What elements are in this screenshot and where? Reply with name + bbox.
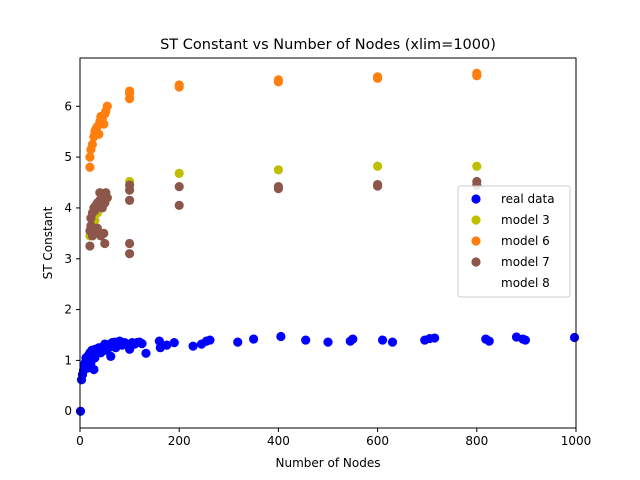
x-tick-label: 0 — [76, 434, 84, 448]
point-model-7 — [373, 179, 383, 190]
point-model-6 — [472, 68, 482, 78]
y-tick-label: 4 — [64, 201, 72, 215]
axes-frame — [79, 57, 577, 429]
point-model-6 — [85, 152, 95, 162]
point-model-3 — [174, 168, 184, 178]
point-real-data — [205, 335, 215, 345]
point-real-data — [323, 337, 333, 347]
point-model-3 — [472, 161, 482, 171]
point-real-data — [89, 364, 99, 375]
point-real-data — [569, 332, 580, 343]
point-real-data — [387, 337, 398, 347]
point-real-data — [276, 331, 286, 342]
x-tick-label: 600 — [366, 434, 389, 448]
point-model-6 — [102, 101, 112, 111]
x-axis-label: Number of Nodes — [276, 456, 381, 470]
point-real-data — [188, 341, 198, 351]
legend-label: model 6 — [501, 234, 550, 248]
y-tick-label: 1 — [64, 353, 72, 367]
point-model-6 — [125, 86, 135, 96]
point-model-7 — [125, 249, 135, 259]
point-real-data — [377, 335, 388, 345]
point-model-7 — [472, 176, 482, 187]
point-model-7 — [100, 238, 110, 249]
legend-label: model 8 — [501, 276, 550, 290]
point-real-data — [141, 348, 151, 358]
point-model-6 — [99, 119, 109, 129]
point-model-7 — [125, 195, 135, 205]
y-tick-label: 0 — [64, 404, 72, 418]
legend-marker — [471, 215, 481, 225]
legend-marker — [471, 278, 481, 288]
legend-label: real data — [501, 192, 555, 206]
point-real-data — [430, 333, 440, 343]
point-real-data — [106, 351, 116, 361]
y-tick-label: 2 — [64, 303, 72, 317]
y-tick-label: 6 — [64, 99, 72, 113]
point-model-6 — [94, 129, 104, 139]
point-model-7 — [125, 180, 135, 190]
point-model-7 — [174, 181, 184, 192]
point-real-data — [520, 335, 531, 345]
point-model-6 — [87, 139, 97, 149]
point-model-7 — [102, 193, 112, 203]
point-model-7 — [99, 228, 109, 238]
point-model-3 — [273, 165, 283, 175]
legend-marker — [471, 194, 481, 204]
legend-label: model 3 — [501, 213, 550, 227]
point-model-6 — [85, 162, 95, 172]
chart-title: ST Constant vs Number of Nodes (xlim=100… — [160, 37, 496, 53]
point-model-6 — [174, 80, 184, 90]
data-points — [75, 68, 580, 416]
point-model-6 — [273, 75, 283, 85]
point-real-data — [249, 334, 259, 344]
y-tick-label: 5 — [64, 150, 72, 164]
point-real-data — [162, 340, 172, 350]
legend-marker — [471, 236, 481, 246]
x-tick-label: 200 — [168, 434, 191, 448]
legend: real data model 3 model 6 model 7 model 8 — [457, 185, 571, 298]
point-real-data — [484, 336, 494, 346]
legend-label: model 7 — [501, 255, 550, 269]
x-tick-label: 800 — [465, 434, 488, 448]
point-model-7 — [273, 181, 283, 192]
point-real-data — [137, 339, 147, 349]
point-real-data — [301, 335, 311, 345]
point-real-data — [169, 338, 179, 348]
point-model-7 — [125, 238, 135, 249]
y-axis-label: ST Constant — [41, 206, 55, 279]
point-model-3 — [373, 161, 383, 171]
y-axis-ticks: 0 1 2 3 4 5 6 — [64, 99, 80, 418]
point-model-6 — [373, 72, 383, 82]
point-real-data — [233, 337, 243, 347]
y-tick-label: 3 — [64, 252, 72, 266]
legend-marker — [471, 257, 481, 267]
x-axis-ticks: 0 200 400 600 800 1000 — [76, 428, 591, 448]
point-real-data — [348, 334, 358, 344]
point-model-7 — [85, 241, 95, 251]
legend-box — [457, 185, 571, 298]
x-tick-label: 1000 — [561, 434, 592, 448]
x-tick-label: 400 — [267, 434, 290, 448]
point-model-7 — [174, 200, 184, 210]
